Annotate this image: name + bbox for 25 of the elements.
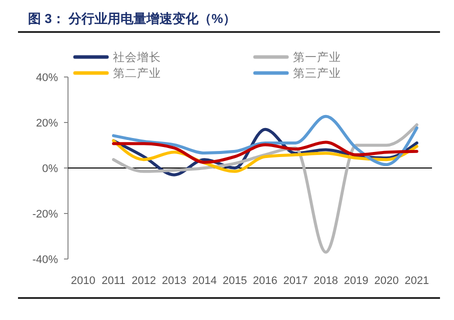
- x-tick-label: 2017: [283, 275, 308, 287]
- line-series: [112, 114, 418, 166]
- x-tick-label: 2015: [222, 275, 248, 287]
- x-tick-label: 2021: [404, 275, 430, 287]
- y-tick-label: -20%: [32, 208, 58, 220]
- x-tick-label: 2013: [162, 275, 186, 287]
- chart-title: 图 3： 分行业用电量增速变化（%）: [28, 11, 236, 26]
- y-tick-label: -40%: [32, 254, 58, 266]
- line-series: [112, 123, 418, 254]
- x-tick-label: 2011: [102, 275, 126, 287]
- y-tick-label: 0%: [42, 163, 58, 175]
- y-tick-label: 20%: [36, 118, 58, 130]
- x-tick-label: 2014: [192, 275, 217, 287]
- x-tick-label: 2010: [70, 275, 96, 287]
- line-series: [112, 140, 418, 164]
- y-tick-label: 40%: [36, 72, 58, 84]
- legend-label: 社会增长: [113, 51, 161, 64]
- legend-label: 第三产业: [293, 66, 341, 80]
- x-tick-label: 2018: [314, 275, 338, 287]
- legend-label: 第一产业: [293, 50, 341, 64]
- x-tick-label: 2019: [344, 275, 368, 287]
- x-tick-label: 2016: [252, 275, 278, 287]
- legend-label: 第二产业: [113, 66, 161, 80]
- x-tick-label: 2012: [132, 275, 156, 287]
- x-tick-label: 2020: [374, 275, 399, 287]
